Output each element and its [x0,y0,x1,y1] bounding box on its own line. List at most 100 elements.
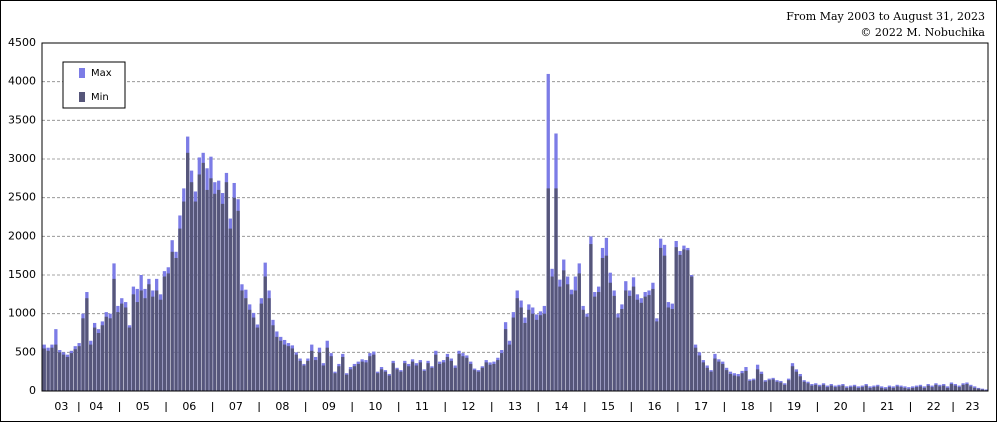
bar [333,373,337,391]
bar [821,384,826,391]
bar [511,317,515,391]
bar [135,302,139,391]
bar [806,383,810,391]
bar [174,257,178,391]
bar [50,347,54,391]
bar [608,282,612,391]
bar [344,374,349,391]
bar [612,295,616,391]
bar [849,387,853,391]
bar [938,386,942,391]
bar [628,295,632,391]
bar [100,325,105,391]
bar [139,290,143,391]
y-tick-label: 2000 [8,229,36,242]
bar [147,284,151,391]
bar [236,210,240,391]
bar [337,366,341,391]
bar [151,296,155,391]
bar [387,375,391,391]
bar [949,384,954,391]
bar [918,386,923,391]
bar [651,288,655,391]
bar [418,362,422,391]
bar [507,344,512,391]
bar [438,363,442,391]
bar [484,362,488,391]
bar [674,247,678,391]
bar [263,276,267,391]
bar [934,384,938,391]
bar [558,286,562,391]
bar [814,384,818,391]
x-tick-label: 04 [89,400,103,413]
plot-border [41,42,989,392]
y-tick-label: 3500 [8,113,36,126]
bar [232,197,236,391]
bar [624,290,628,391]
bar [96,333,101,391]
bar [829,385,833,391]
bar [123,307,128,391]
bar [783,384,787,391]
bar [496,360,500,391]
bar [209,178,213,391]
bar [244,298,248,391]
x-tick-label: 09 [322,400,336,413]
bar [58,352,62,391]
bar [887,387,892,391]
bar [763,381,768,391]
bar [593,296,597,391]
x-tick-label: 15 [601,400,615,413]
bar [313,360,318,391]
x-tick-label: 23 [965,400,979,413]
y-tick-label: 0 [29,384,36,397]
bar [162,276,167,391]
bar [201,162,205,391]
bar [519,307,523,391]
bar [596,292,601,391]
bar [550,276,554,391]
bar [341,356,345,391]
bar [554,188,558,391]
bar [616,317,620,391]
bar [697,355,702,391]
bar [732,375,736,391]
bar [46,350,50,391]
bar [488,364,492,391]
bar [562,270,566,391]
bar [65,356,70,391]
bar [523,322,527,391]
bar [748,380,752,391]
bar [845,387,849,391]
x-tick-label: 11 [415,400,429,413]
bar [771,379,775,391]
bar [973,387,977,391]
bar [158,299,163,391]
bar [472,370,477,391]
bar [872,387,876,391]
bar [980,389,985,391]
bar [457,353,461,391]
bar [414,365,419,391]
x-tick-label: 14 [555,400,569,413]
bar [271,325,275,391]
bar [282,344,287,391]
bar [841,385,845,391]
bar [752,380,756,391]
bar [744,370,748,391]
bar [170,251,174,391]
bar [914,387,919,391]
bar [724,370,729,391]
bar [790,366,795,391]
bar [480,367,484,391]
bar [217,189,221,391]
bar [546,188,550,391]
bar [302,365,306,391]
bar [352,366,357,391]
bar [321,365,326,391]
bar [759,373,764,391]
x-tick-label: 20 [834,400,848,413]
bar [678,254,682,391]
bar [131,294,136,391]
